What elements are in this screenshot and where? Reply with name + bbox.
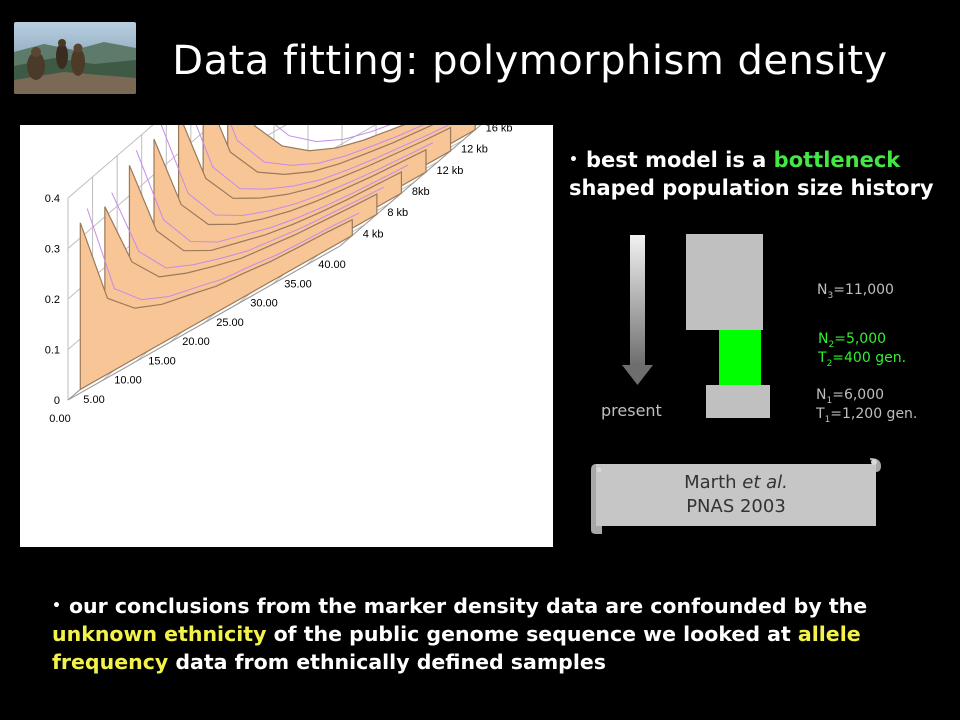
model-fit-line bbox=[135, 150, 409, 243]
model-fit-line bbox=[111, 186, 384, 269]
model-fit-line bbox=[195, 125, 450, 190]
x-tick-label: 10.00 bbox=[114, 375, 142, 387]
depth-tick-label: 4 kb bbox=[363, 228, 384, 240]
depth-tick-label: 12 kb bbox=[461, 144, 488, 156]
model-fit-line bbox=[160, 125, 434, 217]
model-fit-line bbox=[230, 125, 424, 166]
x-tick-label: 30.00 bbox=[250, 298, 278, 310]
x-tick-label: 15.00 bbox=[148, 355, 176, 367]
chart-panel: 0 0.1 0.2 0.3 0.4 0.00 5.00 10.00 15.00 20.00 25.0… bbox=[20, 125, 553, 547]
conclusion-part2: of the public genome sequence we looked … bbox=[266, 622, 798, 646]
x-tick-label: 35.00 bbox=[284, 278, 312, 290]
citation-scroll bbox=[590, 458, 882, 534]
t2-label: T2=400 gen. bbox=[818, 350, 907, 369]
conclusion-part1: our conclusions from the marker density … bbox=[68, 594, 868, 618]
density-area-series bbox=[79, 218, 353, 391]
header-photo-logo bbox=[14, 22, 136, 94]
model-text-highlight: bottleneck bbox=[773, 148, 901, 172]
z-tick-label: 0.3 bbox=[45, 244, 60, 256]
x-tick-label: 20.00 bbox=[182, 336, 210, 348]
model-text-prefix: best model is a bbox=[585, 148, 774, 172]
x-tick-label: 25.00 bbox=[216, 317, 244, 329]
model-fit-line bbox=[86, 208, 360, 301]
t1-label: T1=1,200 gen. bbox=[816, 406, 918, 425]
x-tick-label: 5.00 bbox=[83, 394, 104, 406]
depth-tick-label: 12 kb bbox=[436, 165, 463, 177]
conclusion-part3: data from ethnically defined samples bbox=[168, 650, 606, 674]
citation-journal: PNAS 2003 bbox=[686, 496, 786, 517]
bottleneck-diagram bbox=[600, 225, 950, 435]
bullet-dot: • bbox=[52, 598, 61, 614]
z-gridline bbox=[67, 125, 213, 249]
bottleneck-population-block bbox=[719, 330, 761, 385]
present-population-block bbox=[706, 385, 770, 418]
conclusion-bullet: • our conclusions from the marker density… bbox=[52, 592, 932, 676]
depth-tick-label: 16 kb bbox=[486, 125, 513, 135]
n1-label: N1=6,000 bbox=[816, 387, 885, 406]
present-label: present bbox=[601, 401, 662, 420]
depth-tick-label: 8 kb bbox=[387, 207, 408, 219]
z-tick-label: 0.4 bbox=[45, 193, 60, 205]
time-arrow-icon bbox=[622, 235, 653, 385]
model-bullet: • best model is a bottleneck shaped popul… bbox=[569, 146, 954, 202]
bullet-dot: • bbox=[569, 152, 578, 168]
z-tick-label: 0.2 bbox=[45, 294, 60, 306]
x-tick-label: 0.00 bbox=[49, 413, 70, 425]
conclusion-highlight-ethnicity: unknown ethnicity bbox=[52, 622, 267, 646]
z-tick-label: 0 bbox=[54, 395, 60, 407]
z-gridline bbox=[67, 125, 154, 199]
ancient-population-block bbox=[686, 234, 763, 330]
x-tick-label: 40.00 bbox=[318, 259, 346, 271]
z-tick-label: 0.1 bbox=[45, 345, 60, 357]
citation-authors: Marth et al. bbox=[684, 472, 788, 493]
polymorphism-density-3d-chart: 0 0.1 0.2 0.3 0.4 0.00 5.00 10.00 15.00 20.00 25.0… bbox=[45, 125, 513, 425]
n3-label: N3=11,000 bbox=[817, 282, 894, 301]
depth-tick-label: 8kb bbox=[412, 186, 430, 198]
conclusion-highlight-allele-frequency: allele frequency bbox=[52, 622, 861, 674]
model-fit-line bbox=[274, 125, 391, 143]
n2-label: N2=5,000 bbox=[818, 331, 887, 350]
bottleneck-shapes bbox=[622, 234, 770, 418]
model-text-suffix: shaped population size history bbox=[569, 176, 934, 200]
slide-title: Data fitting: polymorphism density bbox=[172, 38, 888, 84]
